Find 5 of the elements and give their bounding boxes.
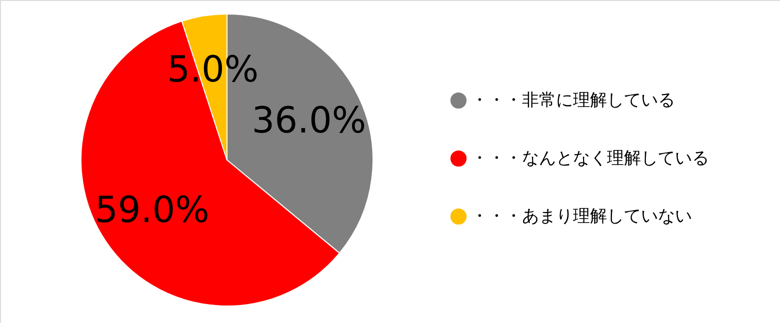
data-label: 36.0%	[252, 100, 366, 142]
legend-label: ・・・あまり理解していない	[471, 206, 692, 226]
legend-label: ・・・非常に理解している	[471, 90, 675, 110]
legend-label: ・・・なんとなく理解している	[471, 148, 709, 168]
data-label: 59.0%	[94, 190, 210, 231]
